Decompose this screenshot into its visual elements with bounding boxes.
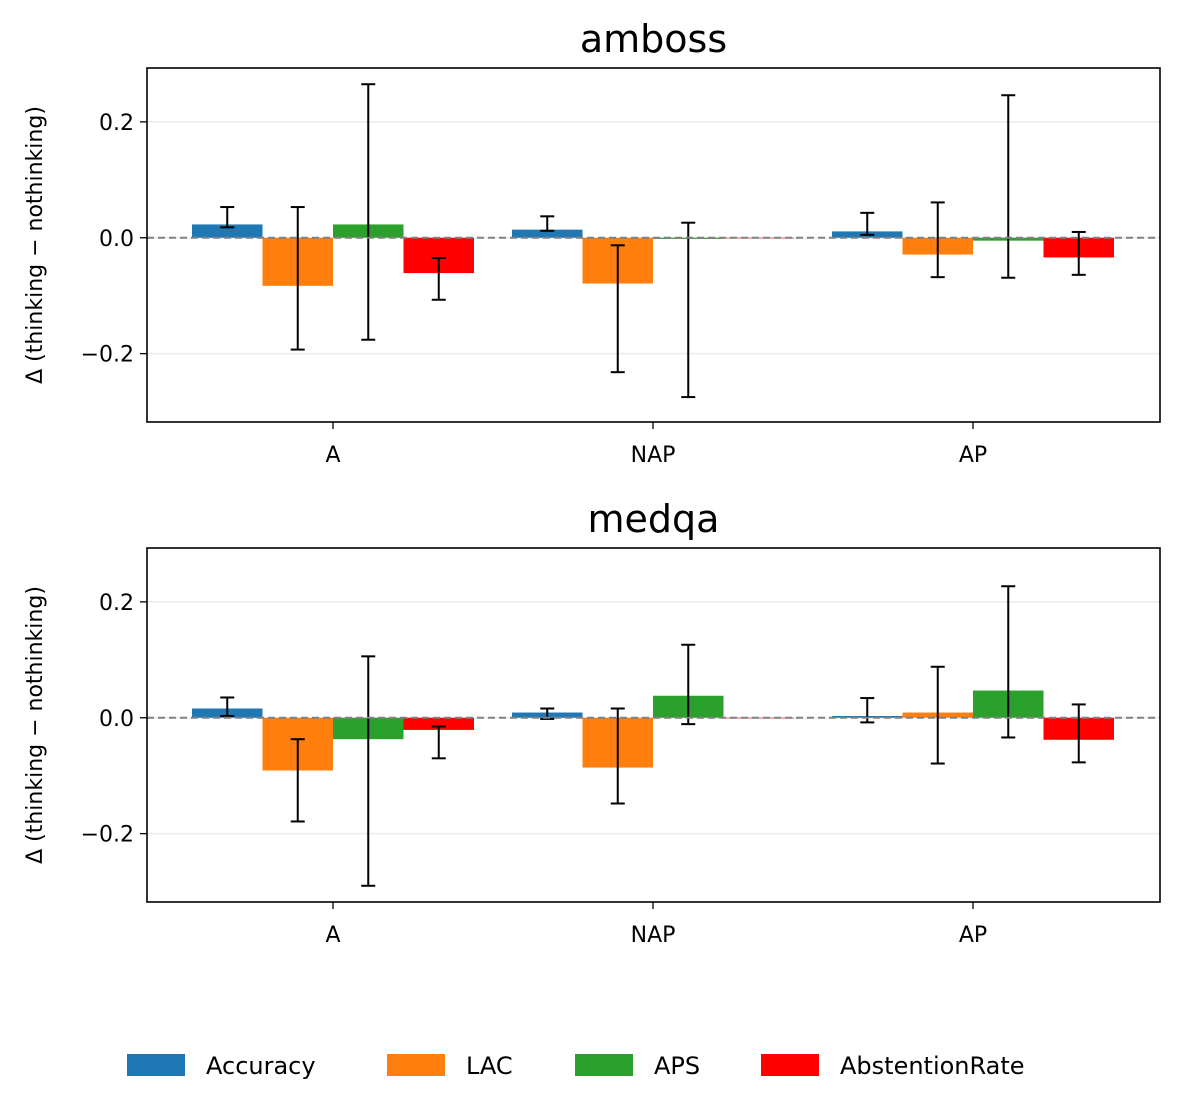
legend: Accuracy LAC APS AbstentionRate [127,1052,1025,1080]
errorbar-accuracy-a [220,206,235,229]
x-tick-label-nap: NAP [631,923,676,948]
y-tick-label: 0.2 [99,111,134,136]
panel-amboss: amboss −0.2 0.0 0.2 A NAP AP Δ (thinking − noth… [23,17,1161,468]
errorbar-accuracy-ap [860,211,875,236]
errorbar-aps-a [361,655,376,887]
errorbar-lac-a [290,206,305,351]
legend-label-abstention-rate: AbstentionRate [840,1052,1025,1080]
errorbar-abstentionrate-a [431,725,446,760]
errorbar-lac-ap [930,201,945,279]
errorbar-abstentionrate-ap [1071,703,1086,764]
legend-label-lac: LAC [466,1052,513,1080]
x-tick-label-nap: NAP [631,443,676,468]
errorbar-lac-nap [610,244,625,374]
errorbar-lac-ap [930,665,945,765]
bar-accuracy-a [192,224,263,238]
chart-title-medqa: medqa [588,497,720,541]
y-tick-label: −0.2 [81,823,134,848]
errorbar-aps-nap [681,221,696,399]
bar-abstentionrate-a [403,717,474,730]
errorbar-aps-a [361,83,376,341]
errorbar-aps-ap [1001,94,1016,279]
x-tick-label-a: A [325,443,340,468]
y-tick-label: −0.2 [81,343,134,368]
chart-title-amboss: amboss [580,17,727,61]
y-tick-label: 0.0 [99,227,134,252]
errorbar-abstentionrate-ap [1071,230,1086,276]
y-tick-label: 0.0 [99,707,134,732]
errorbar-lac-a [290,738,305,823]
x-tick-label-a: A [325,923,340,948]
legend-label-accuracy: Accuracy [206,1052,316,1080]
y-tick-label: 0.2 [99,591,134,616]
errorbar-lac-nap [610,707,625,805]
errorbar-aps-ap [1001,585,1016,739]
errorbar-accuracy-a [220,696,235,718]
legend-swatch-accuracy [127,1054,185,1076]
legend-swatch-abstention-rate [761,1054,819,1076]
y-axis-label: Δ (thinking − nothinking) [23,586,48,864]
legend-swatch-aps [575,1054,633,1076]
x-tick-label-ap: AP [959,443,987,468]
errorbar-accuracy-nap [540,215,555,232]
legend-label-aps: APS [654,1052,700,1080]
errorbar-abstentionrate-a [431,257,446,301]
x-tick-label-ap: AP [959,923,987,948]
errorbar-aps-nap [681,643,696,726]
y-axis-label: Δ (thinking − nothinking) [23,106,48,384]
legend-swatch-lac [387,1054,445,1076]
panel-medqa: medqa −0.2 0.0 0.2 A NAP AP Δ (thinking − nothi… [23,497,1161,948]
bar-accuracy-nap [512,229,583,238]
panels: amboss −0.2 0.0 0.2 A NAP AP Δ (thinking − noth… [23,17,1161,948]
